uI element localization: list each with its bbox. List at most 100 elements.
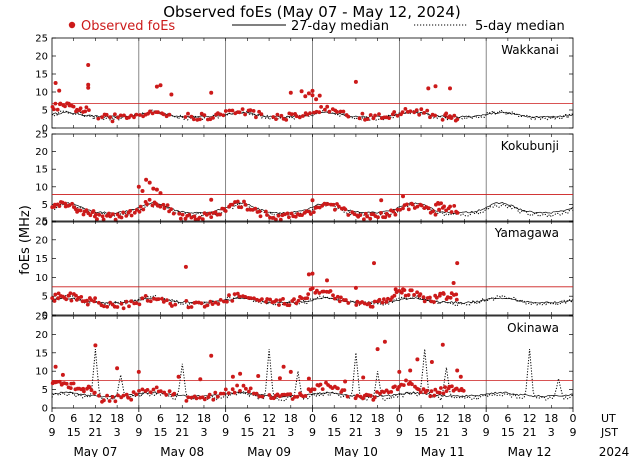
observed-point — [53, 101, 58, 106]
observed-point — [267, 393, 272, 397]
observed-point — [433, 113, 437, 118]
observed-point — [426, 206, 431, 211]
legend-observed-marker — [68, 21, 76, 29]
observed-outlier — [158, 191, 163, 196]
observed-point — [259, 112, 264, 116]
jst-tick-label: 3 — [548, 426, 555, 439]
observed-point — [244, 386, 248, 391]
jst-tick-label: 9 — [135, 426, 142, 439]
jst-tick-label: 9 — [309, 426, 316, 439]
observed-point — [69, 298, 74, 303]
observed-point — [183, 115, 188, 119]
observed-point — [100, 115, 104, 119]
ut-tick-label: 18 — [544, 412, 558, 425]
observed-point — [124, 392, 129, 397]
observed-outlier — [147, 180, 152, 185]
ut-tick-label: 12 — [436, 412, 450, 425]
observed-point — [240, 107, 245, 111]
observed-point — [138, 113, 142, 117]
observed-point — [252, 296, 256, 301]
observed-point — [239, 205, 244, 210]
observed-point — [167, 112, 172, 117]
y-tick-label: 10 — [35, 367, 48, 378]
ut-timezone-label: UT — [601, 412, 616, 425]
observed-point — [161, 202, 166, 207]
observed-point — [414, 108, 419, 112]
observed-point — [81, 212, 86, 217]
observed-point — [422, 299, 427, 304]
observed-outlier — [183, 264, 188, 269]
observed-point — [124, 214, 129, 218]
observed-point — [223, 387, 228, 392]
observed-outlier — [314, 97, 319, 102]
observed-point — [243, 112, 248, 117]
observed-point — [337, 204, 341, 209]
observed-point — [318, 382, 323, 387]
observed-outlier — [86, 82, 91, 87]
ut-tick-label: 0 — [135, 412, 142, 425]
observed-point — [97, 393, 101, 398]
observed-point — [358, 213, 363, 218]
observed-point — [258, 214, 263, 219]
ut-tick-label: 18 — [457, 412, 471, 425]
observed-point — [211, 397, 216, 402]
ut-tick-label: 12 — [88, 412, 102, 425]
panel-yamagawa: 0 5 10 15 20 25 Yamagawa — [35, 217, 574, 322]
observed-outlier — [288, 90, 293, 95]
observed-point — [282, 301, 287, 306]
observed-point — [421, 295, 426, 300]
observed-point — [406, 207, 411, 212]
observed-point — [55, 380, 59, 384]
y-tick-label: 15 — [35, 348, 48, 359]
ut-tick-label: 6 — [504, 412, 511, 425]
observed-point — [345, 394, 350, 399]
observed-point — [122, 113, 126, 118]
observed-point — [333, 207, 337, 212]
observed-outlier — [361, 375, 366, 380]
observed-point — [287, 215, 291, 220]
observed-point — [317, 291, 322, 295]
observed-outlier — [136, 184, 141, 189]
observed-point — [251, 109, 256, 113]
y-tick-label: 20 — [35, 235, 48, 246]
observed-outlier — [317, 93, 322, 98]
observed-outlier — [230, 374, 235, 379]
observed-point — [449, 116, 454, 120]
observed-point — [434, 295, 439, 300]
observed-point — [303, 394, 308, 398]
observed-point — [412, 293, 416, 297]
legend-5day-label: 5-day median — [475, 19, 565, 34]
observed-outlier — [379, 198, 384, 203]
observed-point — [145, 298, 150, 303]
observed-point — [409, 288, 414, 293]
observed-point — [301, 114, 305, 118]
observed-point — [191, 117, 196, 122]
observed-point — [311, 210, 316, 215]
observed-point — [425, 108, 430, 113]
observed-point — [101, 217, 106, 222]
jst-tick-label: 3 — [374, 426, 381, 439]
observed-point — [418, 390, 423, 394]
observed-point — [119, 215, 124, 220]
observed-point — [88, 213, 93, 218]
observed-point — [376, 215, 380, 220]
observed-point — [403, 107, 408, 111]
observed-point — [403, 293, 408, 298]
observed-point — [223, 109, 228, 113]
observed-outlier — [429, 360, 434, 364]
observed-point — [389, 390, 394, 394]
observed-point — [100, 214, 105, 219]
jst-timezone-label: JST — [600, 426, 618, 439]
observed-point — [218, 212, 222, 217]
observed-point — [365, 214, 370, 219]
jst-tick-label: 3 — [461, 426, 468, 439]
observed-outlier — [209, 353, 214, 358]
observed-point — [119, 301, 124, 306]
jst-tick-label: 15 — [501, 426, 515, 439]
jst-tick-label: 9 — [570, 426, 577, 439]
observed-point — [310, 286, 315, 291]
observed-point — [56, 296, 60, 301]
observed-point — [93, 296, 97, 300]
observed-point — [415, 204, 420, 209]
observed-point — [225, 299, 229, 304]
